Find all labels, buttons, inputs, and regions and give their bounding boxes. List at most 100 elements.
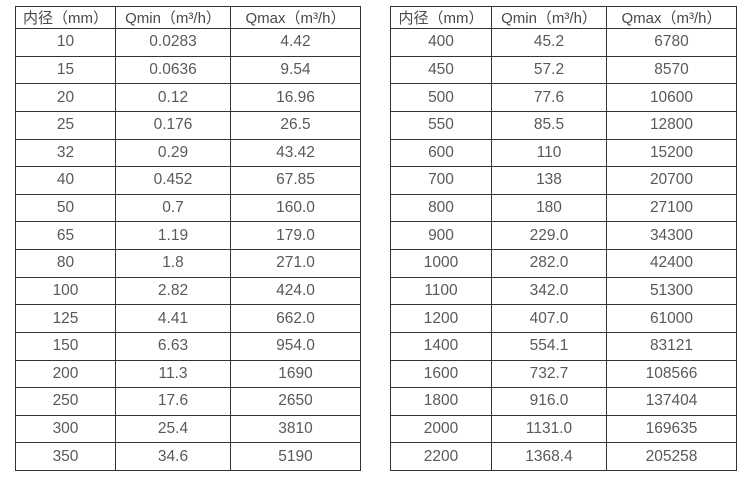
cell-qmin: 11.3 bbox=[115, 359, 231, 389]
table-row: 900 229.0 34300 bbox=[390, 221, 737, 250]
cell-qmin: 6.63 bbox=[115, 331, 231, 361]
table-row: 125 4.41 662.0 bbox=[15, 304, 361, 333]
table-row: 2200 1368.4 205258 bbox=[390, 442, 737, 471]
cell-qmin: 0.0636 bbox=[115, 55, 231, 85]
cell-qmin: 1.8 bbox=[115, 249, 231, 278]
cell-qmax: 205258 bbox=[606, 442, 737, 471]
table-row: 250 17.6 2650 bbox=[15, 387, 361, 416]
cell-qmax: 424.0 bbox=[230, 276, 361, 306]
cell-qmin: 138 bbox=[491, 166, 607, 195]
cell-qmax: 5190 bbox=[230, 442, 361, 471]
table-header-row: 内径（mm） Qmin（m³/h） Qmax（m³/h） bbox=[15, 6, 361, 29]
cell-qmax: 67.85 bbox=[230, 166, 361, 195]
header-inner-diameter: 内径（mm） bbox=[390, 6, 492, 29]
header-qmax: Qmax（m³/h） bbox=[606, 6, 737, 29]
cell-qmin: 34.6 bbox=[115, 442, 231, 471]
cell-qmax: 9.54 bbox=[230, 55, 361, 85]
table-row: 550 85.5 12800 bbox=[390, 110, 737, 140]
cell-qmax: 954.0 bbox=[230, 331, 361, 361]
cell-diameter: 400 bbox=[390, 28, 492, 57]
header-qmax: Qmax（m³/h） bbox=[230, 6, 361, 29]
cell-qmin: 0.12 bbox=[115, 83, 231, 112]
cell-qmax: 42400 bbox=[606, 249, 737, 278]
cell-qmax: 43.42 bbox=[230, 138, 361, 168]
table-row: 800 180 27100 bbox=[390, 193, 737, 223]
table-row: 1400 554.1 83121 bbox=[390, 331, 737, 361]
cell-diameter: 10 bbox=[15, 28, 116, 57]
cell-diameter: 500 bbox=[390, 83, 492, 112]
table-row: 200 11.3 1690 bbox=[15, 359, 361, 389]
cell-diameter: 450 bbox=[390, 55, 492, 85]
cell-qmax: 3810 bbox=[230, 414, 361, 444]
cell-qmin: 0.176 bbox=[115, 110, 231, 140]
cell-diameter: 700 bbox=[390, 166, 492, 195]
cell-qmax: 20700 bbox=[606, 166, 737, 195]
table-row: 150 6.63 954.0 bbox=[15, 331, 361, 361]
table-row: 1600 732.7 108566 bbox=[390, 359, 737, 389]
cell-qmax: 1690 bbox=[230, 359, 361, 389]
cell-qmax: 137404 bbox=[606, 387, 737, 416]
table-row: 1100 342.0 51300 bbox=[390, 276, 737, 306]
cell-diameter: 550 bbox=[390, 110, 492, 140]
table-row: 65 1.19 179.0 bbox=[15, 221, 361, 250]
cell-diameter: 300 bbox=[15, 414, 116, 444]
cell-diameter: 32 bbox=[15, 138, 116, 168]
cell-qmax: 662.0 bbox=[230, 304, 361, 333]
cell-diameter: 25 bbox=[15, 110, 116, 140]
cell-diameter: 1100 bbox=[390, 276, 492, 306]
cell-diameter: 80 bbox=[15, 249, 116, 278]
table-row: 100 2.82 424.0 bbox=[15, 276, 361, 306]
cell-qmax: 8570 bbox=[606, 55, 737, 85]
table-header-row: 内径（mm） Qmin（m³/h） Qmax（m³/h） bbox=[390, 6, 737, 29]
cell-diameter: 1000 bbox=[390, 249, 492, 278]
cell-qmin: 1368.4 bbox=[491, 442, 607, 471]
cell-diameter: 900 bbox=[390, 221, 492, 250]
cell-qmax: 169635 bbox=[606, 414, 737, 444]
cell-qmin: 0.7 bbox=[115, 193, 231, 223]
cell-diameter: 65 bbox=[15, 221, 116, 250]
table-row: 1000 282.0 42400 bbox=[390, 249, 737, 278]
cell-qmin: 407.0 bbox=[491, 304, 607, 333]
cell-diameter: 600 bbox=[390, 138, 492, 168]
cell-diameter: 2200 bbox=[390, 442, 492, 471]
flow-spec-table-small-diameters: 内径（mm） Qmin（m³/h） Qmax（m³/h） 10 0.0283 4… bbox=[15, 6, 361, 471]
cell-qmin: 85.5 bbox=[491, 110, 607, 140]
cell-qmin: 0.29 bbox=[115, 138, 231, 168]
cell-qmin: 57.2 bbox=[491, 55, 607, 85]
table-row: 500 77.6 10600 bbox=[390, 83, 737, 112]
cell-qmax: 15200 bbox=[606, 138, 737, 168]
cell-qmax: 179.0 bbox=[230, 221, 361, 250]
cell-diameter: 15 bbox=[15, 55, 116, 85]
table-row: 50 0.7 160.0 bbox=[15, 193, 361, 223]
table-row: 400 45.2 6780 bbox=[390, 28, 737, 57]
cell-qmin: 1.19 bbox=[115, 221, 231, 250]
cell-qmax: 10600 bbox=[606, 83, 737, 112]
flow-spec-table-large-diameters: 内径（mm） Qmin（m³/h） Qmax（m³/h） 400 45.2 67… bbox=[390, 6, 737, 471]
table-body: 400 45.2 6780 450 57.2 8570 500 77.6 106… bbox=[390, 28, 737, 471]
cell-diameter: 150 bbox=[15, 331, 116, 361]
table-row: 20 0.12 16.96 bbox=[15, 83, 361, 112]
cell-qmax: 108566 bbox=[606, 359, 737, 389]
cell-qmin: 77.6 bbox=[491, 83, 607, 112]
table-body: 10 0.0283 4.42 15 0.0636 9.54 20 0.12 16… bbox=[15, 28, 361, 471]
cell-diameter: 20 bbox=[15, 83, 116, 112]
table-row: 300 25.4 3810 bbox=[15, 414, 361, 444]
cell-qmax: 61000 bbox=[606, 304, 737, 333]
cell-qmax: 6780 bbox=[606, 28, 737, 57]
cell-qmin: 282.0 bbox=[491, 249, 607, 278]
cell-qmax: 27100 bbox=[606, 193, 737, 223]
table-row: 700 138 20700 bbox=[390, 166, 737, 195]
cell-qmin: 180 bbox=[491, 193, 607, 223]
cell-diameter: 350 bbox=[15, 442, 116, 471]
cell-diameter: 1600 bbox=[390, 359, 492, 389]
table-row: 25 0.176 26.5 bbox=[15, 110, 361, 140]
table-row: 15 0.0636 9.54 bbox=[15, 55, 361, 85]
cell-qmin: 2.82 bbox=[115, 276, 231, 306]
cell-qmin: 1131.0 bbox=[491, 414, 607, 444]
table-row: 80 1.8 271.0 bbox=[15, 249, 361, 278]
cell-qmin: 110 bbox=[491, 138, 607, 168]
header-inner-diameter: 内径（mm） bbox=[15, 6, 116, 29]
table-row: 10 0.0283 4.42 bbox=[15, 28, 361, 57]
cell-qmin: 732.7 bbox=[491, 359, 607, 389]
